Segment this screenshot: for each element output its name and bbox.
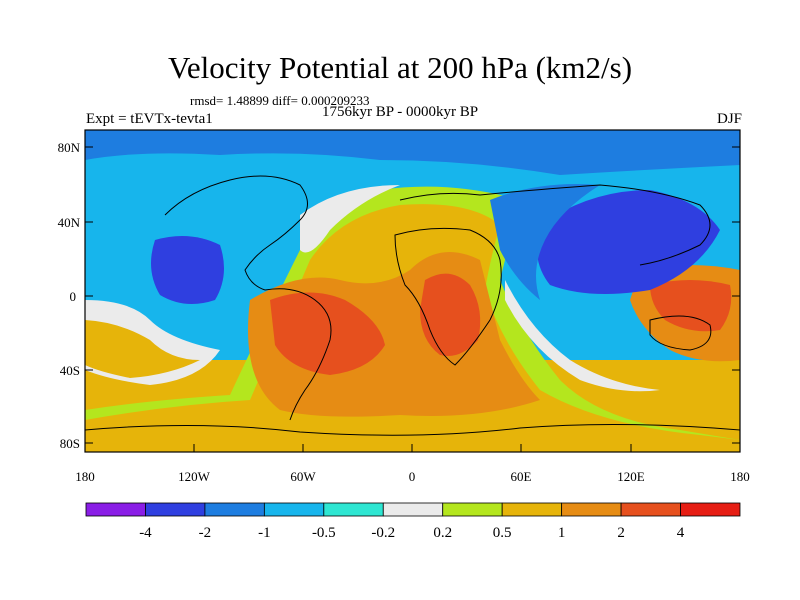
colorbar: -4 -2 -1 -0.5 -0.2 0.2 0.5 1 2 4 (85, 502, 741, 541)
colorbar-box (145, 502, 206, 517)
lon-label: 120W (178, 469, 211, 484)
colorbar-box (85, 502, 146, 517)
lon-label: 60W (290, 469, 316, 484)
lon-label: 120E (617, 469, 645, 484)
colorbar-box (442, 502, 503, 517)
coastlines (85, 175, 740, 436)
contour-pacific-yellow (85, 320, 200, 378)
season-label: DJF (716, 111, 742, 127)
lat-label: 0 (70, 289, 77, 304)
colorbar-label: -2 (199, 525, 212, 541)
lon-label: 60E (511, 469, 532, 484)
colorbar-box (680, 502, 741, 517)
contour-atlantic-white (300, 185, 400, 253)
lon-label: 0 (409, 469, 416, 484)
colorbar-label: -4 (139, 525, 152, 541)
contour-pacific-min (151, 236, 224, 304)
lat-label: 40N (58, 215, 81, 230)
coast-australia (649, 315, 712, 351)
lat-label: 80S (60, 436, 80, 451)
contour-africa-max (420, 273, 481, 356)
map-title: Velocity Potential at 200 hPa (km2/s) (167, 50, 633, 85)
period-label: 1756kyr BP - 0000kyr BP (322, 104, 479, 120)
contour-pacific-max (650, 280, 732, 332)
colorbar-label: 4 (677, 525, 685, 541)
coast-south-america (264, 288, 332, 421)
coast-north-america (164, 175, 308, 291)
filled-contours (85, 130, 740, 452)
experiment-label: Expt = tEVTx-tevta1 (86, 111, 213, 127)
colorbar-box (323, 502, 384, 517)
axis-ticks (84, 146, 741, 452)
contour-asia-min (536, 190, 720, 294)
colorbar-box (620, 502, 681, 517)
colorbar-label: -0.5 (312, 525, 336, 541)
colorbar-label: -0.2 (371, 525, 395, 541)
lat-label: 80N (58, 140, 81, 155)
colorbar-label: 2 (617, 525, 625, 541)
coast-antarctica (85, 423, 740, 436)
colorbar-label: 0.2 (433, 525, 452, 541)
coast-africa (394, 227, 502, 366)
rmsd-diff-stats: rmsd= 1.48899 diff= 0.000209233 (190, 93, 370, 108)
colorbar-box (561, 502, 622, 517)
contour-asia-blue (490, 184, 600, 300)
lat-label: 40S (60, 363, 80, 378)
lon-label: 180 (75, 469, 95, 484)
colorbar-box (501, 502, 563, 517)
colorbar-box (263, 502, 325, 517)
colorbar-label: -1 (258, 525, 271, 541)
lon-label: 180 (730, 469, 750, 484)
colorbar-box (382, 502, 444, 517)
contour-arctic (85, 130, 740, 175)
colorbar-box (204, 502, 265, 517)
colorbar-label: 1 (558, 525, 566, 541)
contour-indian-white (505, 280, 660, 392)
coast-eurasia (399, 184, 711, 266)
colorbar-label: 0.5 (493, 525, 512, 541)
contour-south-america-max (270, 292, 385, 375)
